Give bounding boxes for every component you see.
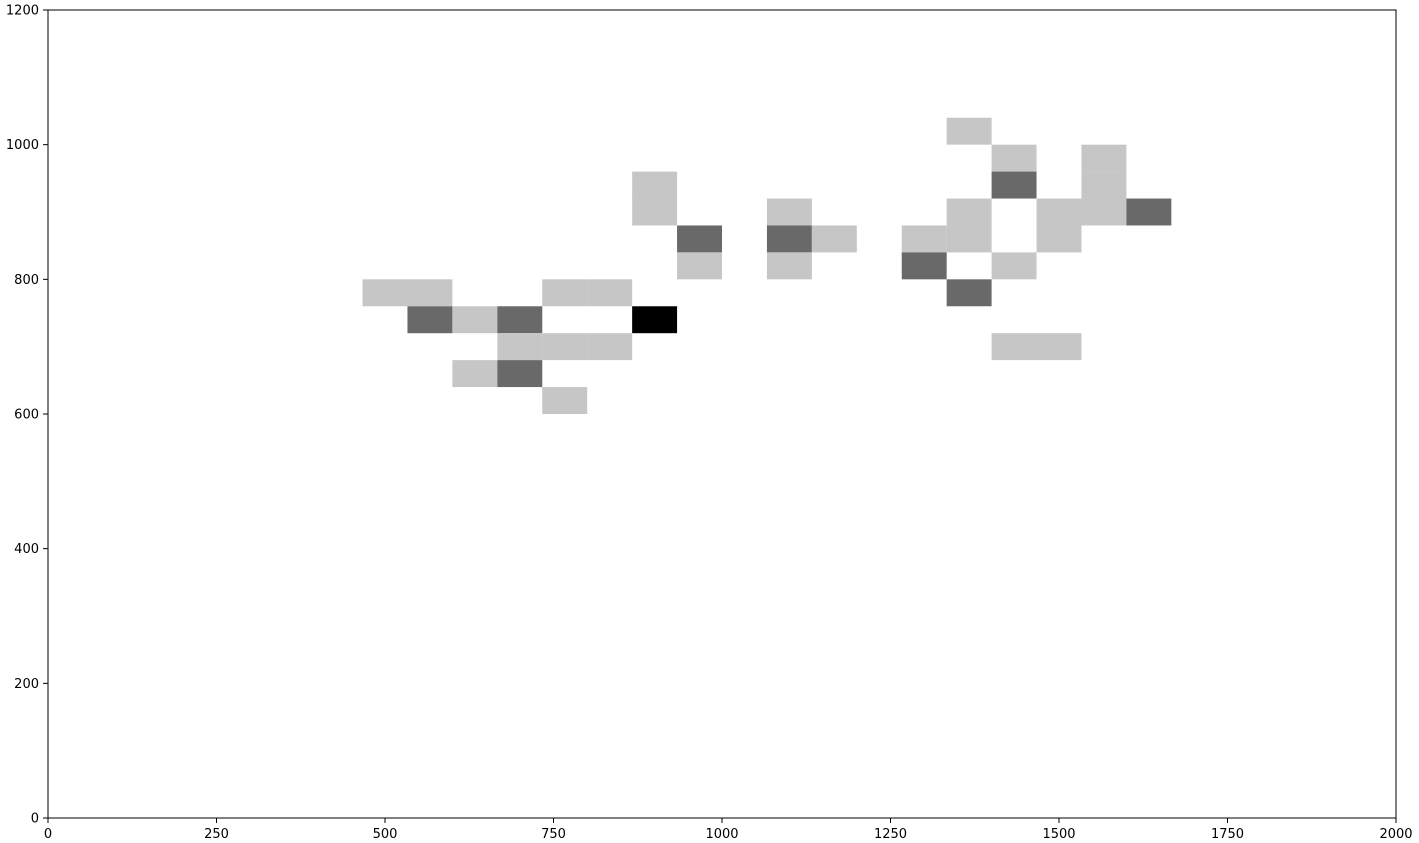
heatmap-cell: [991, 252, 1037, 280]
y-tick-label: 600: [14, 408, 39, 423]
heatmap-cell: [946, 198, 992, 226]
heatmap-cell: [1081, 144, 1127, 172]
heatmap-cell: [632, 306, 678, 334]
heatmap-cell: [407, 279, 453, 307]
y-tick-label: 1200: [6, 4, 39, 19]
y-axis: 0 200 400 600 800 1000 1200: [6, 4, 48, 827]
y-tick-label: 400: [14, 542, 39, 557]
heatmap-cell: [901, 225, 947, 253]
heatmap-cell: [766, 252, 812, 280]
heatmap-cell: [766, 198, 812, 226]
heatmap-cell: [542, 333, 588, 361]
heatmap-cell: [587, 279, 633, 307]
x-tick-label: 250: [204, 827, 229, 842]
heatmap-cell: [1036, 225, 1082, 253]
heatmap-cell: [766, 225, 812, 253]
heatmap-cell: [1081, 171, 1127, 199]
heatmap-cell: [632, 171, 678, 199]
y-tick-label: 0: [31, 812, 39, 827]
heatmap-cell: [497, 360, 543, 388]
heatmap-cell: [991, 144, 1037, 172]
heatmap-cell: [946, 117, 992, 145]
x-tick-label: 1250: [874, 827, 907, 842]
heatmap-cell: [677, 252, 722, 280]
heatmap-cell: [1126, 198, 1172, 226]
heatmap-cell: [452, 360, 498, 388]
heatmap-cell: [991, 171, 1037, 199]
x-tick-label: 1000: [705, 827, 738, 842]
y-tick-label: 800: [14, 273, 39, 288]
x-axis: 0 250 500 750 1000 1250 1500 1750 2000: [44, 818, 1413, 842]
x-tick-label: 1500: [1042, 827, 1075, 842]
heatmap-cell: [946, 279, 992, 307]
heatmap-cell: [1081, 198, 1127, 226]
heatmap-cell: [677, 225, 722, 253]
x-tick-label: 750: [541, 827, 566, 842]
heatmap-cells: [362, 117, 1172, 414]
heatmap-cell: [587, 333, 633, 361]
y-tick-label: 1000: [6, 138, 39, 153]
x-tick-label: 2000: [1379, 827, 1412, 842]
heatmap-cell: [497, 306, 543, 334]
heatmap-cell: [1036, 198, 1082, 226]
heatmap-cell: [1036, 333, 1082, 361]
x-tick-label: 0: [44, 827, 52, 842]
heatmap-cell: [362, 279, 408, 307]
x-tick-label: 500: [373, 827, 398, 842]
heatmap-cell: [946, 225, 992, 253]
y-tick-label: 200: [14, 677, 39, 692]
heatmap-cell: [542, 279, 588, 307]
heatmap-cell: [632, 198, 678, 226]
heatmap-cell: [811, 225, 857, 253]
heatmap-cell: [901, 252, 947, 280]
heatmap-cell: [497, 333, 543, 361]
x-tick-label: 1750: [1211, 827, 1244, 842]
heatmap-cell: [407, 306, 453, 334]
plot-frame: [47, 9, 1397, 819]
heatmap-cell: [542, 387, 588, 414]
heatmap-cell: [991, 333, 1037, 361]
heatmap-cell: [452, 306, 498, 334]
